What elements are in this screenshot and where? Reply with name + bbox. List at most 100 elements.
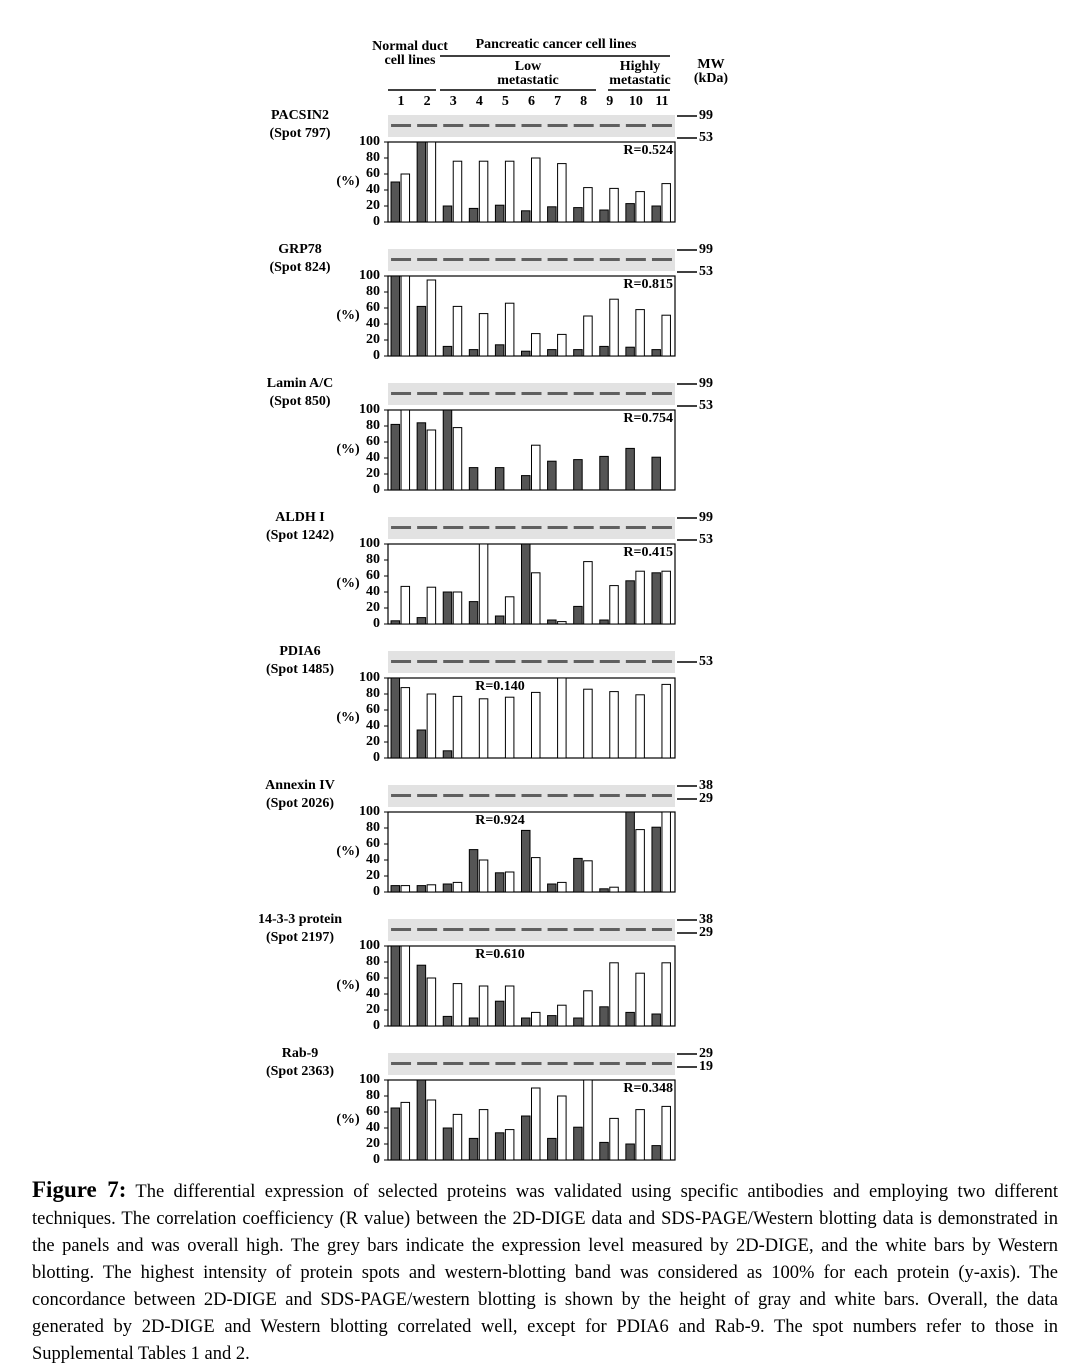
blot-band	[495, 392, 516, 395]
blot-band	[443, 124, 464, 127]
bar	[494, 1000, 505, 1027]
bar	[442, 883, 453, 893]
blot-band	[391, 1062, 412, 1065]
panel-title: PDIA6	[279, 644, 320, 659]
bar	[468, 1137, 479, 1161]
panel-subtitle: (Spot 2197)	[266, 930, 334, 945]
bar	[426, 141, 437, 223]
blot-band	[495, 928, 516, 931]
lane-label: 9	[606, 94, 613, 109]
blot-band	[417, 794, 438, 797]
lane-label: 2	[424, 94, 431, 109]
bar	[400, 687, 411, 759]
blot-band	[547, 258, 568, 261]
bar	[609, 1117, 619, 1161]
blot-band	[469, 928, 490, 931]
bar	[504, 596, 515, 625]
bar	[400, 173, 411, 223]
y-tick-label: 100	[359, 1072, 380, 1087]
blot-band	[651, 660, 672, 663]
bar	[416, 617, 427, 625]
lane-label: 8	[580, 94, 587, 109]
bar	[416, 1079, 427, 1161]
blot-band	[625, 1062, 646, 1065]
bar	[494, 1132, 505, 1161]
blot-band	[651, 928, 672, 931]
blot-band	[417, 392, 438, 395]
bar	[390, 1107, 401, 1161]
y-tick-label: 100	[359, 804, 380, 819]
bar	[583, 990, 593, 1027]
bar	[661, 183, 671, 223]
blot-band	[521, 258, 542, 261]
mw-label: 38	[699, 778, 713, 793]
blot-band	[573, 392, 594, 395]
bar	[390, 275, 401, 357]
y-tick-label: 60	[366, 1104, 380, 1119]
blot-band	[391, 392, 412, 395]
bar	[609, 691, 619, 759]
y-tick-label: 40	[366, 450, 380, 465]
bar	[609, 298, 619, 357]
blot-band	[573, 526, 594, 529]
bar	[557, 1004, 567, 1027]
blot-band	[521, 124, 542, 127]
lane-label: 6	[528, 94, 535, 109]
blot-band	[443, 258, 464, 261]
y-tick-label: 40	[366, 182, 380, 197]
y-tick-label: 100	[359, 670, 380, 685]
y-tick-label: 60	[366, 836, 380, 851]
y-tick-label: 80	[366, 686, 380, 701]
panel-title: Lamin A/C	[267, 376, 334, 391]
bar	[416, 141, 427, 223]
y-axis-label: (%)	[336, 442, 360, 457]
blot-band	[625, 794, 646, 797]
blot-band	[469, 258, 490, 261]
blot-band	[547, 526, 568, 529]
bar	[416, 885, 427, 893]
bar	[625, 1143, 635, 1161]
annotation: R=0.524	[623, 143, 673, 158]
bar	[478, 1109, 489, 1161]
y-tick-label: 40	[366, 986, 380, 1001]
bar	[390, 423, 401, 491]
blot-band	[443, 392, 464, 395]
blot-band	[651, 392, 672, 395]
blot-band	[417, 124, 438, 127]
blot-band	[417, 660, 438, 663]
bar	[557, 1095, 567, 1161]
panel-subtitle: (Spot 1242)	[266, 528, 334, 543]
mw-label: 19	[699, 1059, 713, 1074]
blot-band	[495, 1062, 516, 1065]
mw-label: 29	[699, 791, 713, 806]
blot-band	[599, 258, 620, 261]
header-mw: MW (kDa)	[693, 57, 729, 86]
y-tick-label: 20	[366, 466, 380, 481]
annotation: R=0.924	[475, 813, 525, 828]
blot-band	[625, 526, 646, 529]
y-tick-label: 60	[366, 300, 380, 315]
annotation: R=0.348	[623, 1081, 673, 1096]
blot-band	[391, 928, 412, 931]
panel-subtitle: (Spot 1485)	[266, 662, 334, 677]
y-tick-label: 20	[366, 1002, 380, 1017]
y-tick-label: 100	[359, 268, 380, 283]
header-cancer: Pancreatic cancer cell lines	[475, 37, 637, 52]
bar	[521, 543, 531, 625]
bar	[583, 561, 593, 625]
blot-band	[625, 258, 646, 261]
bar	[635, 694, 645, 759]
bar	[442, 409, 453, 491]
bar	[625, 1011, 635, 1027]
blot-band	[495, 526, 516, 529]
bar	[557, 881, 567, 893]
bar	[426, 586, 437, 625]
bar	[478, 698, 489, 759]
lane-label: 10	[629, 94, 643, 109]
y-tick-label: 0	[373, 616, 380, 631]
bar	[452, 881, 463, 893]
bar	[400, 885, 411, 893]
bar	[547, 619, 557, 625]
bar	[547, 1015, 557, 1027]
blot-band	[495, 124, 516, 127]
